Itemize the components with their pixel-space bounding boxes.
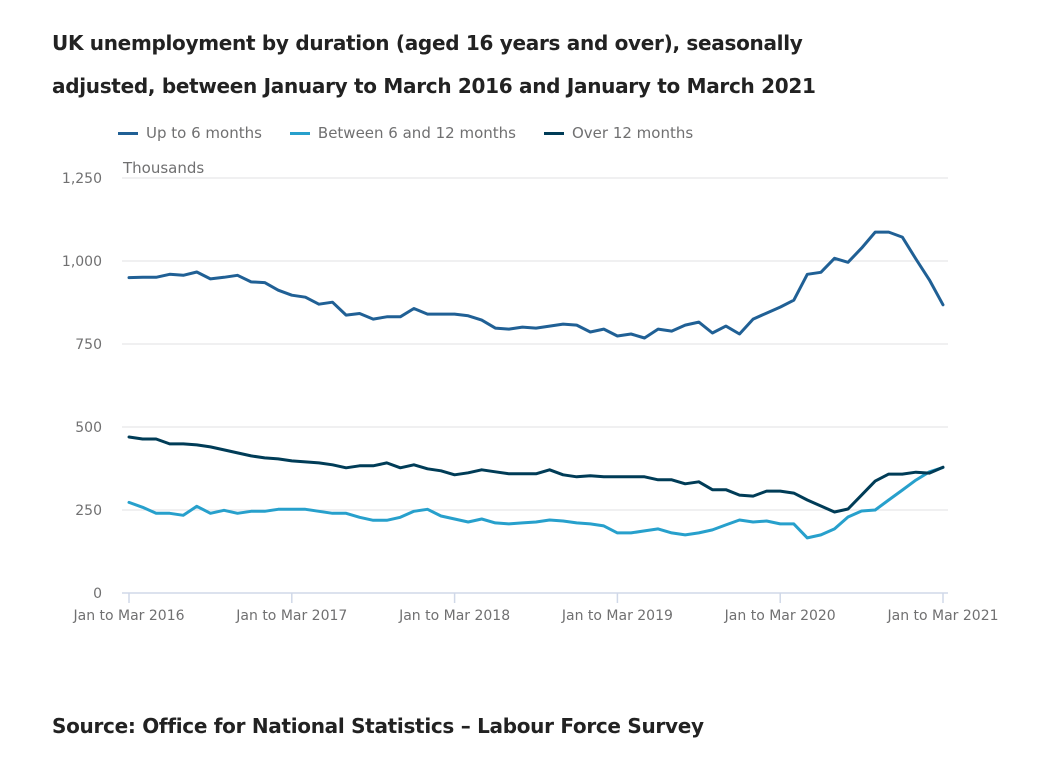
legend-swatch-up-to-6-months xyxy=(118,131,138,135)
legend-item-up-to-6-months[interactable]: Up to 6 months xyxy=(118,124,262,142)
y-axis: 0 250 500 750 1,000 1,250 xyxy=(62,171,102,602)
y-tick-label: 1,000 xyxy=(62,254,102,270)
x-tick-label: Jan to Mar 2017 xyxy=(235,608,347,624)
y-tick-label: 0 xyxy=(93,586,102,602)
source-note: Source: Office for National Statistics –… xyxy=(52,714,704,738)
y-tick-label: 1,250 xyxy=(62,171,102,187)
x-tick-label: Jan to Mar 2019 xyxy=(561,608,673,624)
legend-swatch-over-12-months xyxy=(543,131,564,135)
series-line-up-to-6-months[interactable] xyxy=(127,230,945,340)
legend-label-over-12-months: Over 12 months xyxy=(571,124,694,142)
x-tick-label: Jan to Mar 2016 xyxy=(72,608,184,624)
series-line-between-6-and-12-months[interactable] xyxy=(127,466,945,540)
series-line-over-12-months[interactable] xyxy=(127,435,945,514)
y-tick-label: 750 xyxy=(75,337,102,353)
legend-item-over-12-months[interactable]: Over 12 months xyxy=(543,124,694,142)
legend-label-up-to-6-months: Up to 6 months xyxy=(146,124,262,142)
legend-item-between-6-and-12-months[interactable]: Between 6 and 12 months xyxy=(289,124,516,142)
x-tick-label: Jan to Mar 2018 xyxy=(398,608,510,624)
legend-label-between-6-and-12-months: Between 6 and 12 months xyxy=(317,124,516,142)
chart-legend: Up to 6 months Between 6 and 12 months O… xyxy=(118,124,693,142)
x-tick-label: Jan to Mar 2020 xyxy=(724,608,836,624)
y-axis-unit-label: Thousands xyxy=(122,159,204,177)
series-lines xyxy=(127,230,945,540)
legend-swatch-between-6-and-12-months xyxy=(289,131,310,135)
y-tick-label: 500 xyxy=(75,420,102,436)
gridlines xyxy=(122,177,948,511)
x-tick-label: Jan to Mar 2021 xyxy=(886,608,998,624)
x-axis: Jan to Mar 2016 Jan to Mar 2017 Jan to Mar… xyxy=(72,592,999,624)
chart-title: UK unemployment by duration (aged 16 yea… xyxy=(52,31,816,98)
y-tick-label: 250 xyxy=(75,503,102,519)
